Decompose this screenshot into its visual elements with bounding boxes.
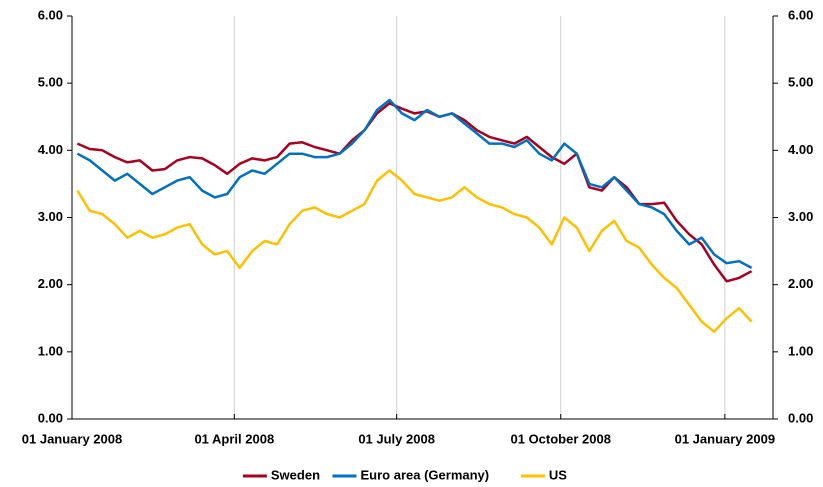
x-tick-label: 01 January 2009 bbox=[675, 431, 775, 446]
line bbox=[76, 169, 753, 333]
x-tick-label: 01 April 2008 bbox=[194, 431, 274, 446]
y2-tick-label: 0.00 bbox=[788, 410, 813, 425]
y-tick-label: 5.00 bbox=[38, 75, 63, 90]
y-tick-label: 0.00 bbox=[38, 410, 63, 425]
line bbox=[76, 98, 753, 270]
y2-tick-label: 6.00 bbox=[788, 7, 813, 22]
y2-tick-label: 4.00 bbox=[788, 142, 813, 157]
legend-label: Euro area (Germany) bbox=[361, 467, 490, 482]
x-tick-label: 01 October 2008 bbox=[511, 431, 611, 446]
y-tick-label: 2.00 bbox=[38, 276, 63, 291]
y-tick-label: 1.00 bbox=[38, 343, 63, 358]
y2-tick-label: 2.00 bbox=[788, 276, 813, 291]
y2-tick-label: 3.00 bbox=[788, 209, 813, 224]
x-tick-label: 01 July 2008 bbox=[358, 431, 435, 446]
y2-tick-label: 1.00 bbox=[788, 343, 813, 358]
x-tick-label: 01 January 2008 bbox=[22, 431, 122, 446]
legend-label: Sweden bbox=[271, 467, 320, 482]
y-tick-label: 4.00 bbox=[38, 142, 63, 157]
legend-label: US bbox=[549, 467, 567, 482]
y2-tick-label: 5.00 bbox=[788, 75, 813, 90]
y-tick-label: 3.00 bbox=[38, 209, 63, 224]
y-tick-label: 6.00 bbox=[38, 7, 63, 22]
